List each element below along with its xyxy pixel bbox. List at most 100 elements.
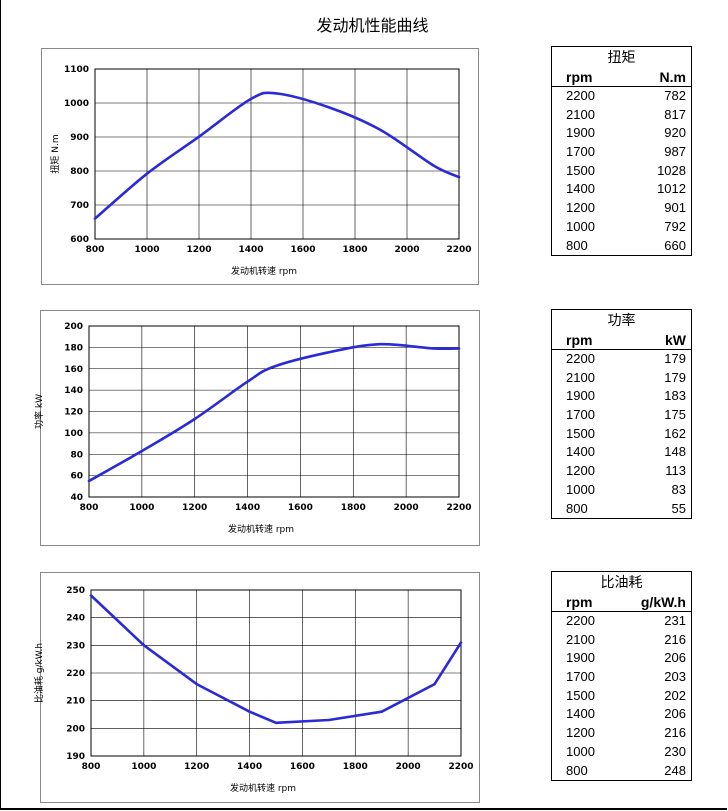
power-data-point xyxy=(140,449,144,453)
power-x-tick-label: 1000 xyxy=(129,503,154,513)
rpm-cell: 1200 xyxy=(566,200,595,216)
power-x-tick-label: 800 xyxy=(80,503,99,513)
fuel-data-point xyxy=(380,710,383,713)
rpm-cell: 1200 xyxy=(566,725,595,741)
power-x-tick-label: 1400 xyxy=(235,503,260,513)
torque-y-tick-label: 1100 xyxy=(64,65,89,75)
power-y-tick-label: 80 xyxy=(70,450,83,460)
table-row: 2100 817 xyxy=(552,106,691,125)
value-cell: 660 xyxy=(664,237,686,253)
table-row: 1700 987 xyxy=(552,143,691,162)
table-row: 1000 83 xyxy=(552,481,691,500)
power-table-header: rpm kW xyxy=(552,331,691,350)
rpm-cell: 1900 xyxy=(566,650,595,666)
fuel-data-point xyxy=(274,721,278,724)
fuel-y-tick-label: 200 xyxy=(66,724,85,734)
rpm-cell: 1000 xyxy=(566,218,595,234)
rpm-cell: 1400 xyxy=(566,444,595,460)
value-cell: 162 xyxy=(664,425,686,441)
power-data-point xyxy=(457,347,461,350)
torque-data-point xyxy=(93,217,97,220)
torque-y-tick-label: 600 xyxy=(70,235,89,245)
fuel-y-tick-label: 190 xyxy=(66,752,85,762)
fuel-y-tick-label: 220 xyxy=(66,669,85,679)
table-row: 1700 203 xyxy=(552,668,691,687)
value-cell: 817 xyxy=(664,106,686,122)
table-row: 800 248 xyxy=(552,762,691,781)
torque-table-title: 扭矩 xyxy=(607,49,636,65)
table-row: 1500 202 xyxy=(552,687,691,706)
value-cell: 113 xyxy=(665,463,686,479)
torque-x-tick-label: 1200 xyxy=(186,245,211,255)
page-title: 发动机性能曲线 xyxy=(316,16,429,35)
rpm-cell: 2200 xyxy=(566,88,595,103)
rpm-cell: 2200 xyxy=(566,351,595,366)
fuel-y-axis-title: 比油耗 g/kW.h xyxy=(33,643,45,703)
power-y-tick-label: 140 xyxy=(64,386,83,396)
value-cell: 1012 xyxy=(657,181,686,197)
table-row: 2100 216 xyxy=(552,631,691,650)
rpm-cell: 1500 xyxy=(566,162,595,178)
torque-x-tick-label: 800 xyxy=(86,245,105,255)
value-cell: 1028 xyxy=(657,162,686,178)
fuel-data-point xyxy=(89,594,93,597)
fuel-table: 比油耗 rpm g/kW.h 2200 231 2100 216 1900 206 1700 203… xyxy=(551,571,692,782)
column-header-rpm: rpm xyxy=(566,332,593,348)
power-x-tick-label: 1800 xyxy=(341,503,366,513)
fuel-x-tick-label: 2200 xyxy=(448,762,473,772)
value-cell: 175 xyxy=(664,407,686,423)
power-y-tick-label: 100 xyxy=(64,429,83,439)
torque-plot-area xyxy=(94,68,460,240)
table-row: 800 55 xyxy=(552,500,691,519)
table-row: 2200 231 xyxy=(552,612,691,631)
column-header-rpm: rpm xyxy=(566,594,593,610)
fuel-data-point xyxy=(248,710,251,713)
torque-data-point xyxy=(379,129,383,132)
rpm-cell: 1500 xyxy=(566,687,595,703)
value-cell: 206 xyxy=(664,650,686,666)
value-cell: 901 xyxy=(664,200,686,216)
torque-y-axis-title: 扭矩 N.m xyxy=(49,134,61,173)
power-y-tick-label: 200 xyxy=(64,322,83,332)
value-cell: 216 xyxy=(664,725,686,741)
value-cell: 203 xyxy=(664,669,686,685)
table-row: 2200 782 xyxy=(552,87,691,106)
value-cell: 55 xyxy=(671,500,686,516)
torque-x-tick-label: 2200 xyxy=(446,245,471,255)
table-row: 1900 206 xyxy=(552,649,691,668)
fuel-y-tick-label: 210 xyxy=(66,697,85,707)
column-header-value: g/kW.h xyxy=(640,594,686,610)
torque-chart: 800 1000 1200 1400 1600 1800 2000 2200 600 700 800… xyxy=(41,48,479,285)
rpm-cell: 1000 xyxy=(566,743,595,759)
table-row: 1500 1028 xyxy=(552,162,691,181)
torque-y-tick-label: 800 xyxy=(70,167,89,177)
rpm-cell: 1200 xyxy=(566,463,595,479)
power-x-tick-label: 2000 xyxy=(394,503,419,513)
rpm-cell: 1400 xyxy=(566,706,595,722)
fuel-data-point xyxy=(327,718,331,722)
torque-x-tick-label: 1000 xyxy=(134,245,159,255)
value-cell: 248 xyxy=(664,762,686,778)
power-table-title: 功率 xyxy=(607,312,636,328)
power-x-tick-label: 2200 xyxy=(446,503,471,513)
fuel-chart: 800 1000 1200 1400 1600 1800 2000 2200 190 200 210… xyxy=(33,572,480,803)
fuel-chart-svg: 800 1000 1200 1400 1600 1800 2000 2200 190 200 210… xyxy=(33,586,474,794)
fuel-x-tick-label: 1600 xyxy=(290,762,315,772)
power-data-point xyxy=(193,417,196,421)
rpm-cell: 800 xyxy=(566,762,588,778)
power-y-axis-title: 功率 kW xyxy=(33,394,45,429)
table-row: 1700 175 xyxy=(552,406,691,425)
power-data-point xyxy=(431,347,434,350)
table-row: 1200 901 xyxy=(552,199,691,218)
power-x-tick-label: 1600 xyxy=(288,503,313,513)
torque-data-point xyxy=(249,97,253,101)
table-row: 1200 216 xyxy=(552,724,691,743)
table-row: 1900 920 xyxy=(552,124,691,143)
value-cell: 179 xyxy=(664,351,686,366)
torque-x-tick-label: 1600 xyxy=(290,245,315,255)
column-header-rpm: rpm xyxy=(566,69,593,85)
value-cell: 202 xyxy=(664,687,686,703)
power-table: 功率 rpm kW 2200 179 2100 179 1900 183 1700 175 1500 1… xyxy=(551,309,692,520)
torque-x-tick-label: 1400 xyxy=(238,245,263,255)
